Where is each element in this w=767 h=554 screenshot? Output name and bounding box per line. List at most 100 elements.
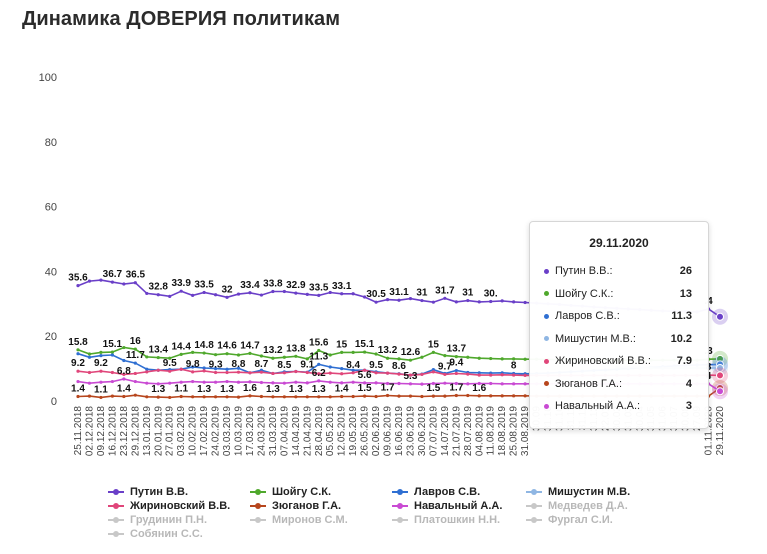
data-point[interactable] [397,357,401,361]
data-point[interactable] [294,354,298,358]
data-point[interactable] [76,352,80,356]
legend-item[interactable]: Путин В.В. [108,486,188,498]
data-point[interactable] [294,395,298,399]
data-point[interactable] [477,381,481,386]
data-point[interactable] [385,371,390,375]
data-point[interactable] [145,370,149,374]
data-point[interactable] [248,394,252,398]
data-point[interactable] [271,289,275,294]
data-point[interactable] [76,348,80,352]
data-point[interactable] [99,354,103,358]
data-point[interactable] [202,351,206,355]
data-point[interactable] [213,293,218,297]
data-point[interactable] [99,380,103,384]
legend-item[interactable]: Фургал С.И. [526,514,613,526]
data-point[interactable] [351,371,355,375]
data-point[interactable] [351,394,355,399]
data-point[interactable] [351,380,355,384]
data-point[interactable] [179,394,183,399]
data-point[interactable] [99,395,103,400]
data-point[interactable] [145,291,149,296]
data-point[interactable] [431,370,435,374]
data-point[interactable] [340,394,344,399]
hover-point[interactable] [716,387,724,396]
data-point[interactable] [248,380,252,384]
data-point[interactable] [500,382,504,386]
data-point[interactable] [397,394,401,398]
data-point[interactable] [236,370,241,374]
data-point[interactable] [133,281,137,285]
data-point[interactable] [443,381,447,385]
data-point[interactable] [76,394,80,399]
data-point[interactable] [512,382,516,386]
legend-item[interactable]: Шойгу С.К. [250,486,331,498]
data-point[interactable] [512,300,516,304]
data-point[interactable] [420,382,424,386]
data-point[interactable] [110,379,114,384]
data-point[interactable] [374,300,378,304]
data-point[interactable] [179,289,183,293]
data-point[interactable] [225,295,229,299]
data-point[interactable] [145,367,149,371]
legend-item[interactable]: Грудинин П.Н. [108,514,207,526]
data-point[interactable] [236,353,241,357]
data-point[interactable] [454,393,458,398]
data-point[interactable] [145,395,149,399]
data-point[interactable] [477,373,481,377]
data-point[interactable] [385,297,390,302]
data-point[interactable] [397,298,401,302]
data-point[interactable] [110,370,114,375]
data-point[interactable] [431,394,435,398]
data-point[interactable] [431,300,435,304]
data-point[interactable] [122,394,126,399]
data-point[interactable] [87,355,92,359]
data-point[interactable] [225,367,229,371]
data-point[interactable] [523,373,527,378]
data-point[interactable] [523,357,527,361]
data-point[interactable] [512,373,516,377]
data-point[interactable] [122,282,126,286]
data-point[interactable] [328,371,332,375]
data-point[interactable] [328,290,332,295]
data-point[interactable] [248,351,252,355]
data-point[interactable] [282,395,286,399]
data-point[interactable] [122,377,126,381]
data-point[interactable] [110,394,114,398]
data-point[interactable] [351,368,355,372]
data-point[interactable] [122,358,126,363]
data-point[interactable] [156,395,160,399]
data-point[interactable] [385,393,390,398]
data-point[interactable] [259,380,264,385]
data-point[interactable] [340,292,344,296]
data-point[interactable] [87,381,92,385]
data-point[interactable] [477,356,481,360]
legend-item[interactable]: Жириновский В.В. [108,500,230,512]
data-point[interactable] [340,367,344,371]
data-point[interactable] [110,353,114,357]
data-point[interactable] [420,355,424,359]
data-point[interactable] [259,394,264,399]
data-point[interactable] [489,394,493,398]
data-point[interactable] [408,394,413,398]
data-point[interactable] [168,381,172,385]
data-point[interactable] [87,394,92,398]
data-point[interactable] [305,357,309,361]
data-point[interactable] [305,370,309,375]
data-point[interactable] [168,369,172,373]
data-point[interactable] [443,394,447,398]
data-point[interactable] [179,367,183,371]
data-point[interactable] [317,362,321,366]
data-point[interactable] [374,381,378,385]
data-point[interactable] [512,394,516,398]
data-point[interactable] [156,355,160,360]
data-point[interactable] [408,297,413,301]
data-point[interactable] [500,299,504,303]
data-point[interactable] [236,366,241,370]
data-point[interactable] [202,366,206,370]
data-point[interactable] [133,371,137,376]
legend-item[interactable]: Мишустин М.В. [526,486,630,498]
data-point[interactable] [328,365,332,369]
data-point[interactable] [466,382,470,386]
data-point[interactable] [99,350,103,354]
data-point[interactable] [489,373,493,377]
